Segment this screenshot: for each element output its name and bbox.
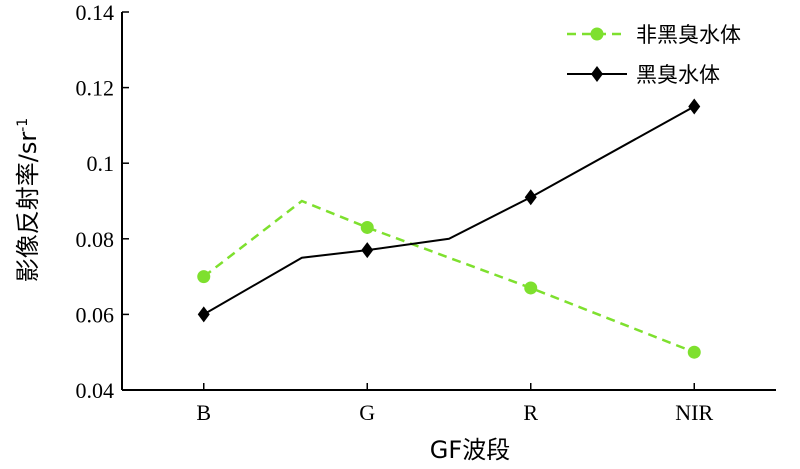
y-tick-label: 0.08 — [76, 227, 115, 252]
y-tick-label: 0.14 — [76, 0, 115, 25]
data-point — [197, 306, 210, 323]
y-axis-title-superscript: -1 — [15, 118, 31, 132]
legend-marker — [591, 66, 603, 82]
series-line — [202, 199, 695, 354]
y-tick-label: 0.04 — [76, 378, 115, 403]
y-axis-title: 影像反射率/sr-1 — [14, 118, 42, 282]
data-point — [524, 189, 537, 206]
x-axis-title: GF波段 — [430, 436, 510, 464]
x-tick-label: B — [196, 400, 211, 425]
y-tick-label: 0.1 — [87, 151, 115, 176]
series-line — [203, 105, 695, 316]
legend-label: 非黑臭水体 — [636, 23, 741, 47]
y-tick-label: 0.12 — [76, 76, 115, 101]
series-layer — [197, 98, 701, 359]
x-ticks: B G R NIR — [196, 383, 714, 425]
data-point — [688, 98, 701, 115]
data-point — [687, 345, 701, 359]
data-point — [360, 220, 374, 234]
y-ticks: 0.04 0.06 0.08 0.1 0.12 0.14 — [76, 0, 129, 403]
data-point — [361, 242, 374, 259]
series-2 — [197, 98, 701, 323]
series-1 — [197, 199, 701, 359]
x-tick-label: R — [523, 400, 538, 425]
data-point — [524, 281, 538, 295]
x-tick-label: NIR — [675, 400, 713, 425]
x-tick-label: G — [359, 400, 375, 425]
y-tick-label: 0.06 — [76, 302, 115, 327]
data-point — [197, 270, 211, 284]
legend-marker — [590, 27, 604, 41]
legend-label: 黑臭水体 — [636, 63, 720, 87]
axes — [121, 12, 776, 391]
y-axis-title-main: 影像反射率/sr — [14, 132, 42, 283]
